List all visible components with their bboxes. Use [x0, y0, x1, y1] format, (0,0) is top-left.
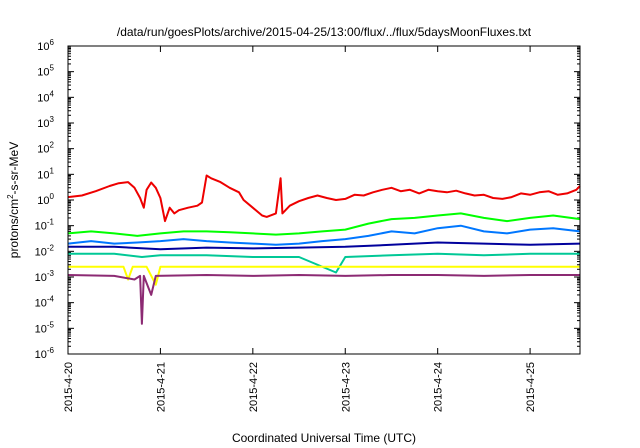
series-line-5 — [68, 252, 580, 274]
y-tick-label: 10-3 — [35, 269, 55, 284]
y-tick-label: 10-2 — [35, 243, 55, 258]
y-tick-exponent: -4 — [47, 295, 55, 304]
x-tick-label: 2015-4-25 — [525, 362, 537, 412]
y-tick-base: 10 — [37, 169, 49, 181]
plot-frame — [67, 45, 581, 355]
y-tick-base: 10 — [37, 92, 49, 104]
y-tick-base: 10 — [35, 246, 47, 258]
y-tick-label: 10-6 — [35, 346, 55, 361]
x-tick-label: 2015-4-23 — [340, 362, 352, 412]
y-tick-label: 10-4 — [35, 295, 55, 310]
y-tick-label: 100 — [37, 192, 54, 207]
y-tick-base: 10 — [35, 349, 47, 361]
y-tick-label: 102 — [37, 141, 54, 156]
y-tick-base: 10 — [37, 144, 49, 156]
y-axis-title-suffix: -s-sr-MeV — [7, 142, 21, 195]
y-tick-exponent: -6 — [47, 346, 55, 355]
y-tick-exponent: 5 — [50, 64, 55, 73]
series-line-1 — [67, 174, 581, 223]
x-axis-ticks: 2015-4-20 2015-4-21 2015-4-22 2015-4-23 2015… — [63, 46, 537, 412]
series-line-7 — [67, 274, 580, 325]
series-line-4 — [68, 241, 581, 251]
y-tick-label: 103 — [37, 115, 54, 130]
series-layer — [67, 174, 581, 325]
series-line-3 — [67, 224, 581, 246]
y-axis-title-prefix: protons/cm — [7, 199, 21, 258]
y-tick-base: 10 — [35, 221, 47, 233]
y-tick-base: 10 — [37, 67, 49, 79]
x-tick-label: 2015-4-20 — [63, 362, 75, 412]
y-tick-exponent: 4 — [50, 89, 55, 98]
x-tick-label: 2015-4-22 — [248, 362, 260, 412]
y-tick-label: 106 — [37, 38, 54, 53]
y-tick-base: 10 — [37, 41, 49, 53]
y-tick-exponent: 2 — [50, 141, 55, 150]
y-tick-exponent: 6 — [50, 38, 55, 47]
y-tick-base: 10 — [35, 323, 47, 335]
y-tick-base: 10 — [35, 272, 47, 284]
y-tick-exponent: -3 — [47, 269, 55, 278]
y-axis-ticks: 10-610-510-410-310-210-11001011021031041… — [35, 38, 580, 361]
y-tick-exponent: 3 — [50, 115, 55, 124]
y-tick-exponent: 1 — [50, 166, 55, 175]
y-tick-exponent: 0 — [50, 192, 55, 201]
x-axis-title: Coordinated Universal Time (UTC) — [232, 431, 416, 445]
y-axis-title: protons/cm2-s-sr-MeV — [6, 142, 21, 258]
x-tick-label: 2015-4-24 — [433, 362, 445, 412]
y-tick-exponent: -5 — [47, 320, 55, 329]
y-tick-label: 10-5 — [35, 320, 55, 335]
y-tick-label: 104 — [37, 89, 54, 104]
y-tick-base: 10 — [35, 298, 47, 310]
series-line-2 — [67, 212, 581, 237]
y-tick-exponent: -1 — [47, 218, 55, 227]
y-tick-label: 10-1 — [35, 218, 55, 233]
y-tick-base: 10 — [37, 118, 49, 130]
y-tick-label: 101 — [37, 166, 54, 181]
y-tick-label: 105 — [37, 64, 54, 79]
y-tick-base: 10 — [37, 195, 49, 207]
y-axis-title-superscript: 2 — [6, 194, 15, 199]
chart-title: /data/run/goesPlots/archive/2015-04-25/1… — [117, 25, 532, 39]
x-tick-label: 2015-4-21 — [155, 362, 167, 412]
y-tick-exponent: -2 — [47, 243, 55, 252]
